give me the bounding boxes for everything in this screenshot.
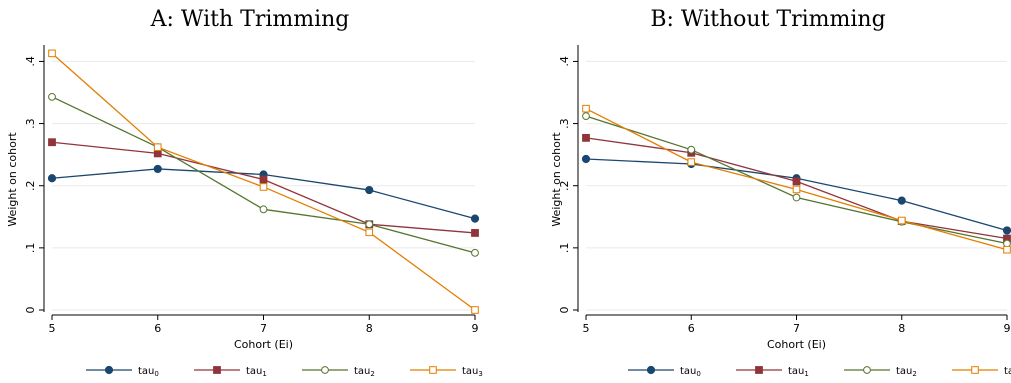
legend-label: tau3 [462, 366, 483, 378]
data-point-tau3 [582, 104, 590, 113]
legend-label: tau1 [788, 366, 809, 378]
y-tick-label: .2 [24, 180, 37, 191]
data-point-tau0 [153, 164, 162, 174]
y-tick-label: .3 [24, 118, 37, 129]
data-point-tau0 [365, 185, 374, 195]
data-point-tau2 [365, 220, 374, 229]
data-point-tau2 [471, 248, 479, 257]
legend-item-tau3: tau3 [410, 366, 483, 378]
legend-marker [755, 366, 763, 374]
data-point-tau2 [792, 193, 801, 202]
chart-title: B: Without Trimming [650, 7, 885, 32]
legend-marker [429, 366, 437, 374]
y-axis-title: Weight on cohort [550, 132, 563, 227]
data-point-tau2 [259, 205, 268, 214]
data-point-tau1 [582, 133, 590, 142]
x-tick-label: 9 [1004, 322, 1011, 335]
legend-marker [971, 366, 979, 374]
y-tick-label: .2 [558, 180, 571, 191]
legend-marker [863, 366, 871, 374]
y-tick-label: .3 [558, 118, 571, 129]
data-point-tau3 [792, 185, 801, 194]
chart-title: A: With Trimming [150, 7, 350, 32]
data-point-tau3 [153, 143, 162, 151]
x-tick-label: 5 [49, 322, 56, 335]
x-axis-title: Cohort (Ei) [767, 338, 826, 351]
legend-item-tau1: tau1 [736, 366, 809, 378]
legend-item-tau2: tau2 [844, 366, 917, 378]
y-tick-label: 0 [558, 307, 571, 314]
legend-marker [646, 365, 656, 375]
data-point-tau2 [1003, 239, 1011, 248]
data-point-tau0 [581, 154, 591, 164]
legend-label-subscript: 1 [804, 370, 808, 378]
data-point-tau1 [471, 229, 479, 237]
x-tick-label: 7 [793, 322, 800, 335]
chart-panel-b: B: Without Trimming 0 .1 .2 .3 .4 5 6 7 8 9 Cohort … [550, 7, 1011, 378]
legend-label: tau2 [354, 366, 375, 378]
data-point-tau3 [48, 49, 56, 58]
data-point-tau3 [1003, 245, 1011, 254]
data-point-tau2 [48, 92, 56, 101]
legend-label: tau3 [1004, 366, 1011, 378]
x-tick-label: 5 [583, 322, 590, 335]
y-tick-label: .1 [24, 243, 37, 254]
data-point-tau3 [365, 228, 374, 237]
legend-item-tau0: tau0 [86, 365, 159, 378]
data-point-tau3 [471, 306, 479, 314]
x-tick-label: 8 [898, 322, 905, 335]
chart-panel-a: A: With Trimming 0 .1 .2 .3 .4 5 6 7 8 9 Cohort (Ei… [6, 7, 483, 378]
legend-item-tau3: tau3 [952, 366, 1011, 378]
legend-marker [321, 366, 329, 374]
legend-label-subscript: 0 [154, 370, 158, 378]
data-point-tau2 [582, 112, 590, 121]
legend-label-subscript: 3 [478, 370, 482, 378]
legend-label-subscript: 1 [262, 370, 266, 378]
legend-label: tau0 [680, 366, 701, 378]
legend-item-tau2: tau2 [302, 366, 375, 378]
legend-label-subscript: 0 [696, 370, 700, 378]
data-point-tau0 [1002, 226, 1011, 235]
y-tick-label: .4 [24, 56, 37, 67]
data-point-tau1 [48, 138, 56, 147]
data-point-tau3 [897, 216, 906, 225]
x-tick-label: 6 [154, 322, 161, 335]
data-point-tau2 [687, 145, 696, 154]
x-tick-label: 9 [472, 322, 479, 335]
legend-label: tau0 [138, 366, 159, 378]
legend-marker [104, 365, 114, 375]
y-tick-label: 0 [24, 307, 37, 314]
data-point-tau0 [47, 174, 57, 183]
data-point-tau0 [470, 214, 480, 223]
legend-marker [213, 366, 221, 374]
data-point-tau3 [259, 183, 268, 191]
y-axis-title: Weight on cohort [6, 132, 19, 227]
data-point-tau1 [792, 177, 801, 186]
legend-label: tau1 [246, 366, 267, 378]
legend-label-subscript: 2 [370, 370, 374, 378]
data-point-tau0 [897, 196, 906, 205]
y-tick-label: .1 [558, 243, 571, 254]
legend-item-tau1: tau1 [194, 366, 267, 378]
y-tick-label: .4 [558, 56, 571, 67]
data-point-tau3 [687, 158, 696, 166]
legend-label-subscript: 2 [912, 370, 916, 378]
data-point-tau1 [259, 175, 268, 184]
x-tick-label: 7 [260, 322, 267, 335]
x-tick-label: 6 [688, 322, 695, 335]
legend-item-tau0: tau0 [628, 365, 701, 378]
legend-label: tau2 [896, 366, 917, 378]
x-axis-title: Cohort (Ei) [234, 338, 293, 351]
x-tick-label: 8 [366, 322, 373, 335]
